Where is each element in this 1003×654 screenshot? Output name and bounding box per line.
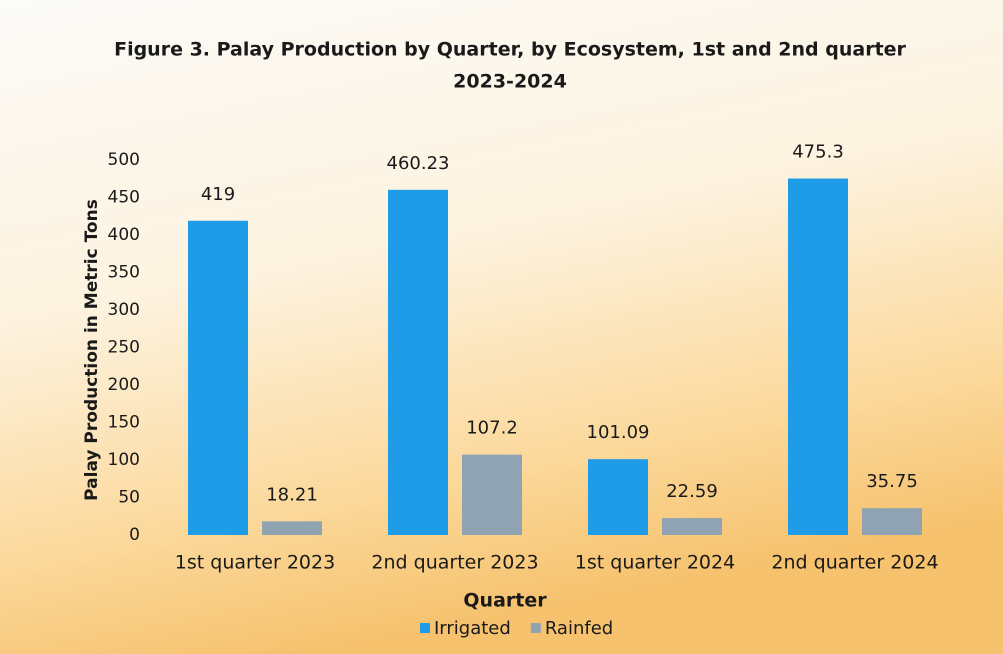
y-tick-label: 250 — [108, 338, 140, 358]
y-tick-label: 450 — [108, 188, 140, 208]
y-tick-label: 300 — [108, 300, 140, 320]
legend-swatch — [530, 623, 541, 633]
y-tick-label: 0 — [129, 525, 140, 545]
y-tick-label: 400 — [108, 225, 140, 245]
y-axis-label: Palay Production in Metric Tons — [82, 199, 102, 501]
y-tick-label: 50 — [118, 488, 140, 508]
x-tick-label: 1st quarter 2024 — [575, 552, 735, 574]
bar — [462, 454, 522, 535]
x-tick-label: 2nd quarter 2023 — [371, 552, 538, 574]
value-label: 101.09 — [587, 422, 650, 443]
value-label: 419 — [201, 184, 235, 205]
bar — [862, 508, 922, 535]
value-label: 35.75 — [866, 471, 918, 492]
y-tick-label: 200 — [108, 375, 140, 395]
bar — [788, 178, 848, 535]
legend-label: Rainfed — [545, 618, 613, 639]
bar — [388, 189, 448, 535]
y-tick-label: 350 — [108, 263, 140, 283]
value-label: 475.3 — [792, 142, 844, 163]
value-label: 18.21 — [266, 484, 318, 505]
y-tick-label: 150 — [108, 413, 140, 433]
bar — [188, 220, 248, 535]
x-tick-label: 1st quarter 2023 — [175, 552, 335, 574]
value-label: 460.23 — [387, 153, 450, 174]
value-label: 107.2 — [466, 418, 518, 439]
bar — [588, 459, 648, 535]
chart-title: 2023-2024 — [453, 71, 567, 93]
bar — [262, 521, 322, 535]
bar — [662, 518, 722, 535]
value-label: 22.59 — [666, 481, 718, 502]
legend-label: Irrigated — [434, 618, 511, 639]
y-tick-label: 500 — [108, 150, 140, 170]
x-axis-label: Quarter — [463, 590, 547, 612]
legend-swatch — [420, 623, 430, 633]
x-tick-label: 2nd quarter 2024 — [771, 552, 938, 574]
chart-title: Figure 3. Palay Production by Quarter, b… — [114, 39, 906, 61]
y-tick-label: 100 — [108, 450, 140, 470]
